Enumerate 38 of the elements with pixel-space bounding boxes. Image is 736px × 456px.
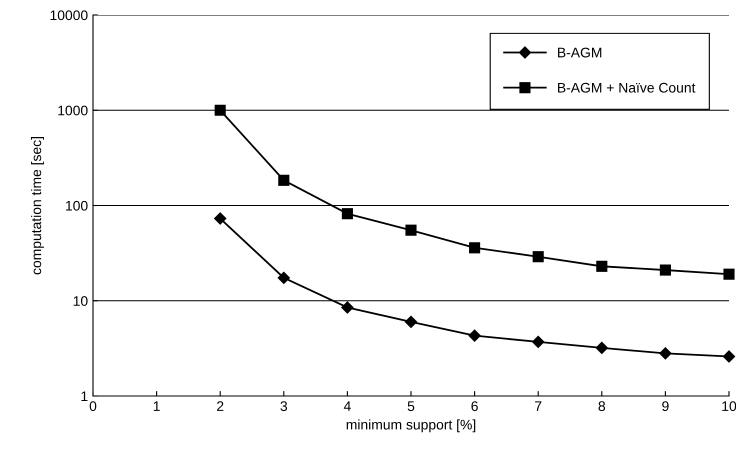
point [596,260,608,272]
point [532,336,544,348]
x-axis-title: minimum support [%] [346,419,476,432]
x-tick-label: 9 [662,401,669,412]
point [469,242,480,254]
y-tick-label: 10000 [50,10,88,20]
point [404,316,418,328]
point [214,212,226,225]
point [405,224,417,236]
point [596,342,608,354]
point [722,350,736,363]
y-tick-label: 100 [66,200,88,211]
legend-label: B-AGM + Naïve Count [558,82,696,93]
y-axis-title: computation time [sec] [31,137,44,274]
y-tick-label: 1000 [58,106,88,116]
legend-label: B-AGM [558,48,602,58]
point [278,272,290,284]
x-tick-label: 8 [598,401,606,412]
x-tick-label: 3 [280,401,288,412]
x-tick-label: 0 [90,401,96,412]
y-tick-label: 1 [81,391,88,402]
x-tick-label: 7 [535,401,542,411]
x-tick-label: 1 [154,401,160,411]
y-tick-label: 10 [74,296,88,306]
point [278,174,290,186]
point [214,104,226,116]
point [659,347,672,360]
point [723,268,735,280]
x-tick-label: 10 [722,401,736,412]
x-tick-label: 4 [344,401,351,411]
point [341,301,354,314]
point [342,208,353,220]
x-tick-label: 5 [408,401,414,412]
point [660,264,671,276]
point [532,251,544,262]
x-tick-label: 2 [217,401,224,411]
x-tick-label: 6 [471,401,478,412]
point [468,330,481,342]
